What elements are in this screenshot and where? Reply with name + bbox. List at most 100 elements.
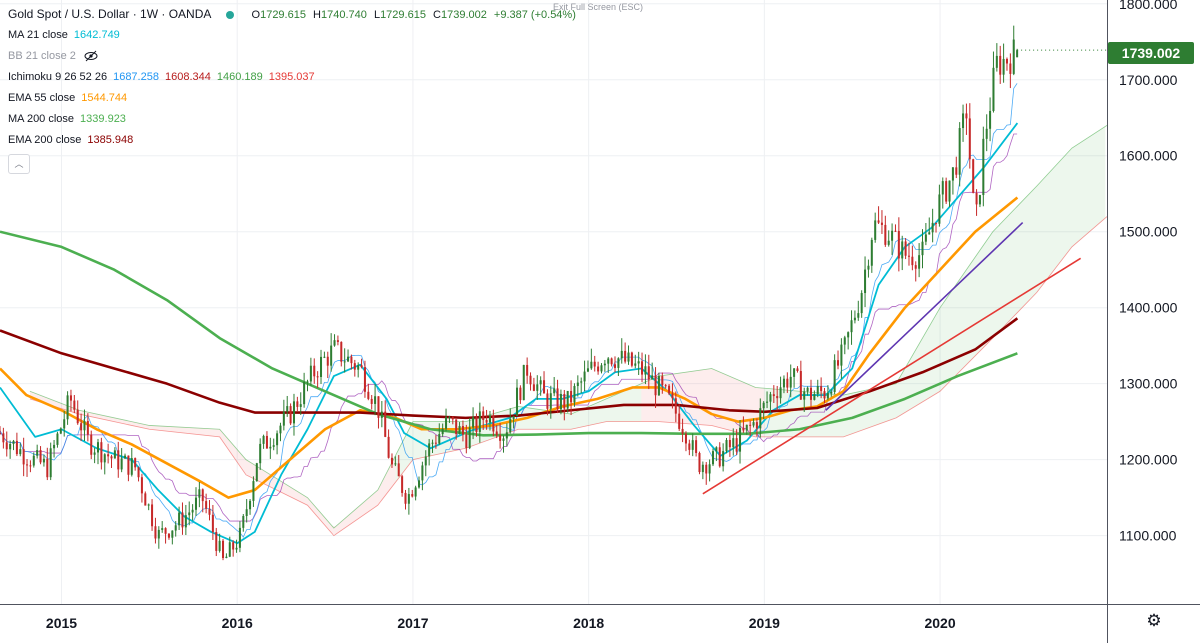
indicator-row[interactable]: EMA 200 close 1385.948 bbox=[8, 130, 580, 151]
candle-body bbox=[823, 391, 826, 399]
candle-body bbox=[343, 361, 346, 363]
gear-icon[interactable]: ⚙ bbox=[1146, 611, 1162, 630]
market-status-icon bbox=[226, 11, 235, 19]
candle-body bbox=[837, 360, 840, 366]
candle-body bbox=[549, 393, 552, 409]
candle-body bbox=[607, 358, 610, 364]
candle-body bbox=[992, 67, 995, 111]
candle-body bbox=[644, 366, 647, 375]
candle-body bbox=[495, 431, 498, 436]
candle-body bbox=[465, 434, 468, 449]
candle-body bbox=[22, 449, 25, 465]
candle-body bbox=[154, 526, 157, 539]
candle-body bbox=[249, 500, 252, 510]
candle-body bbox=[252, 481, 255, 501]
candle-body bbox=[107, 454, 110, 457]
indicator-name: MA 21 close bbox=[8, 29, 68, 41]
candle-body bbox=[404, 492, 407, 504]
y-tick-label: 1700.000 bbox=[1119, 72, 1178, 88]
candle-body bbox=[117, 450, 120, 470]
candle-body bbox=[641, 361, 644, 375]
candle-body bbox=[935, 222, 938, 224]
candle-body bbox=[664, 385, 667, 387]
candle-body bbox=[573, 386, 576, 403]
candle-body bbox=[752, 422, 755, 426]
candle-body bbox=[29, 465, 32, 467]
candle-body bbox=[428, 443, 431, 457]
last-price-badge: 1739.002 bbox=[1108, 42, 1194, 64]
candle-body bbox=[5, 442, 8, 450]
candle-body bbox=[857, 313, 860, 318]
indicator-name: Ichimoku 9 26 52 26 bbox=[8, 71, 108, 83]
candle-body bbox=[563, 393, 566, 409]
candle-body bbox=[502, 438, 505, 441]
candle-body bbox=[167, 533, 170, 538]
candle-body bbox=[482, 411, 485, 421]
x-tick-label: 2017 bbox=[397, 615, 428, 631]
candle-body bbox=[1016, 50, 1019, 58]
candle-body bbox=[613, 364, 617, 368]
candle-body bbox=[242, 516, 245, 528]
candle-body bbox=[316, 376, 319, 378]
collapse-legend-button[interactable]: ︿ bbox=[8, 154, 30, 174]
indicator-value: 1395.037 bbox=[268, 71, 315, 83]
time-axis-bg bbox=[0, 604, 1200, 643]
candle-body bbox=[705, 464, 708, 474]
indicator-value: 1544.744 bbox=[81, 92, 128, 104]
candle-body bbox=[965, 113, 968, 119]
candle-body bbox=[340, 341, 343, 362]
indicator-row[interactable]: EMA 55 close 1544.744 bbox=[8, 88, 580, 109]
candle-body bbox=[1009, 63, 1012, 74]
y-tick-label: 1200.000 bbox=[1119, 452, 1178, 468]
indicator-row[interactable]: MA 200 close 1339.923 bbox=[8, 109, 580, 130]
candle-body bbox=[445, 417, 448, 429]
indicator-row[interactable]: MA 21 close 1642.749 bbox=[8, 25, 580, 46]
candle-body bbox=[282, 411, 285, 426]
candle-body bbox=[255, 463, 258, 482]
candle-body bbox=[806, 387, 809, 392]
candle-body bbox=[928, 232, 931, 235]
candle-body bbox=[732, 438, 735, 448]
candle-body bbox=[303, 381, 306, 405]
candle-body bbox=[982, 138, 985, 196]
candle-body bbox=[228, 542, 231, 557]
candle-body bbox=[151, 504, 154, 527]
candle-body bbox=[401, 476, 404, 493]
exit-fullscreen-hint[interactable]: Exit Full Screen (ESC) bbox=[553, 2, 644, 12]
candle-body bbox=[417, 480, 421, 488]
candle-body bbox=[630, 352, 633, 366]
candle-body bbox=[718, 447, 721, 467]
candle-body bbox=[796, 368, 799, 372]
candle-body bbox=[887, 240, 890, 245]
candle-body bbox=[755, 422, 758, 429]
candle-body bbox=[66, 395, 69, 420]
candle-body bbox=[134, 458, 137, 468]
candle-body bbox=[739, 427, 742, 452]
indicator-row[interactable]: Ichimoku 9 26 52 26 1687.258 1608.344 1460.… bbox=[8, 67, 580, 88]
high-value: 1740.740 bbox=[320, 9, 367, 21]
candle-body bbox=[292, 401, 295, 424]
candle-body bbox=[597, 366, 600, 372]
indicator-value: 1339.923 bbox=[80, 113, 126, 125]
candle-body bbox=[370, 398, 373, 404]
candle-body bbox=[654, 375, 657, 396]
candle-body bbox=[326, 356, 329, 366]
candle-body bbox=[2, 433, 5, 443]
y-tick-label: 1800.000 bbox=[1119, 0, 1178, 12]
candle-body bbox=[100, 442, 103, 463]
candle-body bbox=[276, 433, 279, 446]
open-value: 1729.615 bbox=[260, 9, 306, 21]
candle-body bbox=[1002, 58, 1005, 75]
candle-body bbox=[272, 445, 275, 447]
candle-body bbox=[113, 450, 116, 459]
symbol-title[interactable]: Gold Spot / U.S. Dollar · 1W · OANDA bbox=[8, 7, 212, 21]
candle-body bbox=[26, 464, 29, 466]
eye-hidden-icon[interactable] bbox=[84, 49, 98, 70]
candle-body bbox=[110, 456, 113, 459]
candle-body bbox=[911, 256, 914, 266]
candle-body bbox=[603, 363, 606, 366]
indicator-row[interactable]: BB 21 close 2 bbox=[8, 46, 580, 67]
change-value: +9.387 (+0.54%) bbox=[493, 9, 576, 21]
candle-body bbox=[269, 446, 272, 449]
